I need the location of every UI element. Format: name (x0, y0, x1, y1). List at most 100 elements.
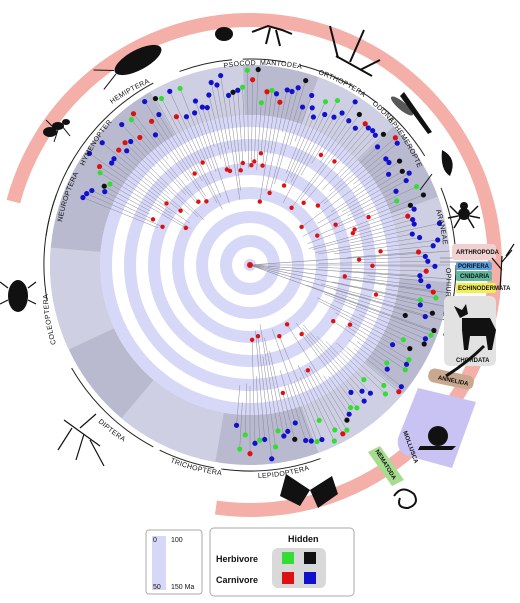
branch (334, 239, 438, 255)
tip-node (235, 87, 241, 93)
tip-node (199, 104, 205, 110)
clade-arc (242, 58, 286, 63)
branch (302, 180, 407, 237)
mantis-icon (251, 24, 293, 47)
tip-node (319, 436, 325, 443)
tip-node (386, 159, 392, 166)
tip-node (316, 417, 322, 423)
swatch-herbivore-hidden (304, 552, 316, 564)
branch (323, 375, 350, 415)
tip-node (225, 92, 232, 99)
tip-node (310, 114, 317, 120)
tip-node (409, 231, 415, 237)
branch (317, 171, 403, 224)
tip-node (340, 431, 346, 437)
spider-icon (447, 202, 481, 229)
internal-node (350, 230, 356, 236)
branch (306, 284, 434, 331)
internal-node (160, 224, 165, 229)
tip-node (352, 99, 358, 105)
branch (349, 324, 410, 360)
tip-node (111, 156, 117, 162)
internal-node (249, 162, 254, 168)
tip-node (314, 438, 320, 445)
tree-tips (80, 66, 443, 462)
tip-node (233, 422, 240, 428)
internal-node (267, 190, 272, 196)
clade-arc (358, 89, 378, 104)
branch (317, 137, 396, 206)
coral-icon (491, 243, 515, 291)
tip-node (262, 436, 268, 443)
diet-legend: Hidden Herbivore Carnivore (209, 527, 355, 597)
branch (297, 364, 335, 442)
branch (294, 381, 318, 442)
branch (161, 98, 218, 204)
tip-node (344, 417, 350, 423)
tip-node (398, 384, 404, 390)
branch (236, 384, 241, 426)
branch (302, 327, 365, 402)
internal-node (333, 222, 338, 227)
branch (139, 137, 198, 204)
branch (247, 70, 249, 169)
branch (274, 80, 306, 185)
branch (254, 69, 259, 162)
branch (318, 237, 420, 255)
clade-sector (49, 247, 115, 350)
tip-node (407, 345, 413, 352)
tip-node (403, 361, 410, 367)
branch (265, 89, 288, 191)
branch (290, 114, 325, 183)
tip-node (415, 249, 422, 255)
internal-node (258, 151, 264, 156)
clade-sector (121, 379, 224, 462)
internal-node (301, 200, 306, 206)
tip-node (394, 140, 400, 146)
tip-node (206, 92, 212, 98)
branch (202, 107, 215, 148)
internal-node (370, 263, 375, 269)
tip-node (431, 327, 437, 334)
internal-node (366, 214, 371, 220)
internal-node (238, 168, 243, 173)
branch (232, 92, 241, 171)
branch (206, 107, 222, 159)
porifera-box (456, 262, 492, 270)
tip-node (405, 213, 411, 219)
ant-icon (43, 119, 71, 143)
tip-node (192, 98, 199, 104)
branch (299, 128, 356, 201)
tip-node (309, 105, 315, 111)
tip-node (102, 189, 108, 195)
tip-node (322, 111, 328, 118)
tip-node (407, 202, 414, 208)
dragonfly-icon (390, 92, 432, 134)
tip-node (370, 128, 376, 134)
tip-node (255, 66, 261, 73)
internal-node (196, 199, 201, 204)
internal-node (356, 257, 362, 262)
tip-node (214, 82, 220, 88)
tip-node (284, 87, 290, 93)
tip-node (218, 72, 224, 79)
tip-node (128, 117, 135, 123)
tip-node (362, 121, 368, 127)
internal-node (249, 337, 255, 343)
tip-node (406, 170, 412, 176)
branch (287, 384, 306, 441)
tip-node (124, 148, 130, 154)
tip-node (96, 163, 103, 170)
tip-node (80, 194, 86, 201)
tip-node (417, 302, 423, 308)
internal-node (183, 225, 189, 231)
clade-arc (221, 458, 321, 472)
branch (344, 276, 429, 287)
branch (308, 219, 413, 249)
tip-node (432, 263, 438, 269)
grasshopper-icon (329, 25, 381, 77)
tip-node (411, 206, 417, 212)
branch (352, 215, 408, 234)
tip-node (374, 144, 381, 150)
